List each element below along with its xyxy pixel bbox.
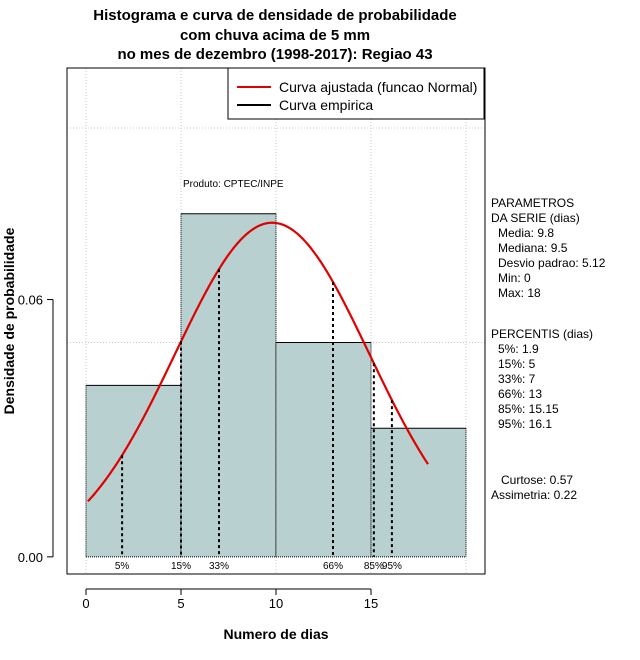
- percentis-line: PERCENTIS (dias): [491, 327, 593, 341]
- parametros-line: Media: 9.8: [498, 226, 554, 240]
- title-line-2: com chuva acima de 5 mm: [180, 27, 370, 44]
- normal-curve: [87, 221, 429, 503]
- title-line-3: no mes de dezembro (1998-2017): Regiao 4…: [117, 46, 432, 63]
- x-tick-label: 15: [364, 596, 378, 611]
- y-axis-title: Densidade de probabilidade: [1, 227, 17, 414]
- percentile-label: 95%: [382, 561, 402, 572]
- title-line-1: Histograma e curva de densidade de proba…: [93, 7, 456, 24]
- x-axis-title: Numero de dias: [223, 626, 328, 642]
- parametros-line: Desvio padrao: 5.12: [498, 256, 606, 270]
- percentile-label: 33%: [209, 561, 229, 572]
- percentis-line: 95%: 16.1: [498, 417, 552, 431]
- percentile-label: 66%: [323, 561, 343, 572]
- percentis-line: 85%: 15.15: [498, 402, 559, 416]
- legend: Curva ajustada (funcao Normal) Curva empi…: [227, 67, 485, 120]
- y-tick-label: 0.00: [18, 550, 43, 565]
- percentile-label: 15%: [171, 561, 191, 572]
- percentis-line: 33%: 7: [498, 372, 536, 386]
- x-tick-label: 10: [269, 596, 283, 611]
- histogram-bars: [85, 213, 467, 558]
- percentis-line: 15%: 5: [498, 357, 536, 371]
- percentis-line: 5%: 1.9: [498, 342, 539, 356]
- legend-label: Curva ajustada (funcao Normal): [279, 79, 477, 95]
- histogram-bar: [276, 342, 371, 557]
- percentis-line: 66%: 13: [498, 387, 542, 401]
- parametros-line: PARAMETROS: [491, 196, 574, 210]
- chart-title: Histograma e curva de densidade de proba…: [93, 7, 456, 63]
- product-annotation: Produto: CPTEC/INPE: [183, 179, 284, 190]
- x-tick-label: 0: [82, 596, 89, 611]
- parametros-line: Min: 0: [498, 271, 531, 285]
- percentile-label: 85%: [364, 561, 384, 572]
- curtose-text: Curtose: 0.57: [501, 473, 573, 487]
- histogram-bar: [181, 213, 276, 557]
- parametros-line: Mediana: 9.5: [498, 241, 568, 255]
- parametros-line: Max: 18: [498, 286, 541, 300]
- x-tick-label: 5: [177, 596, 184, 611]
- histogram-bar: [86, 385, 181, 557]
- y-tick-label: 0.06: [18, 293, 43, 308]
- legend-label: Curva empirica: [279, 97, 373, 113]
- percentile-label: 5%: [115, 561, 130, 572]
- parametros-line: DA SERIE (dias): [491, 211, 580, 225]
- percentile-lines: 5% 15% 33% 66% 85%95% Produto: CPTEC/INPE: [115, 179, 402, 572]
- legend-box: [227, 67, 485, 120]
- normal-curve-line: [87, 221, 429, 503]
- assimetria-text: Assimetria: 0.22: [491, 488, 577, 502]
